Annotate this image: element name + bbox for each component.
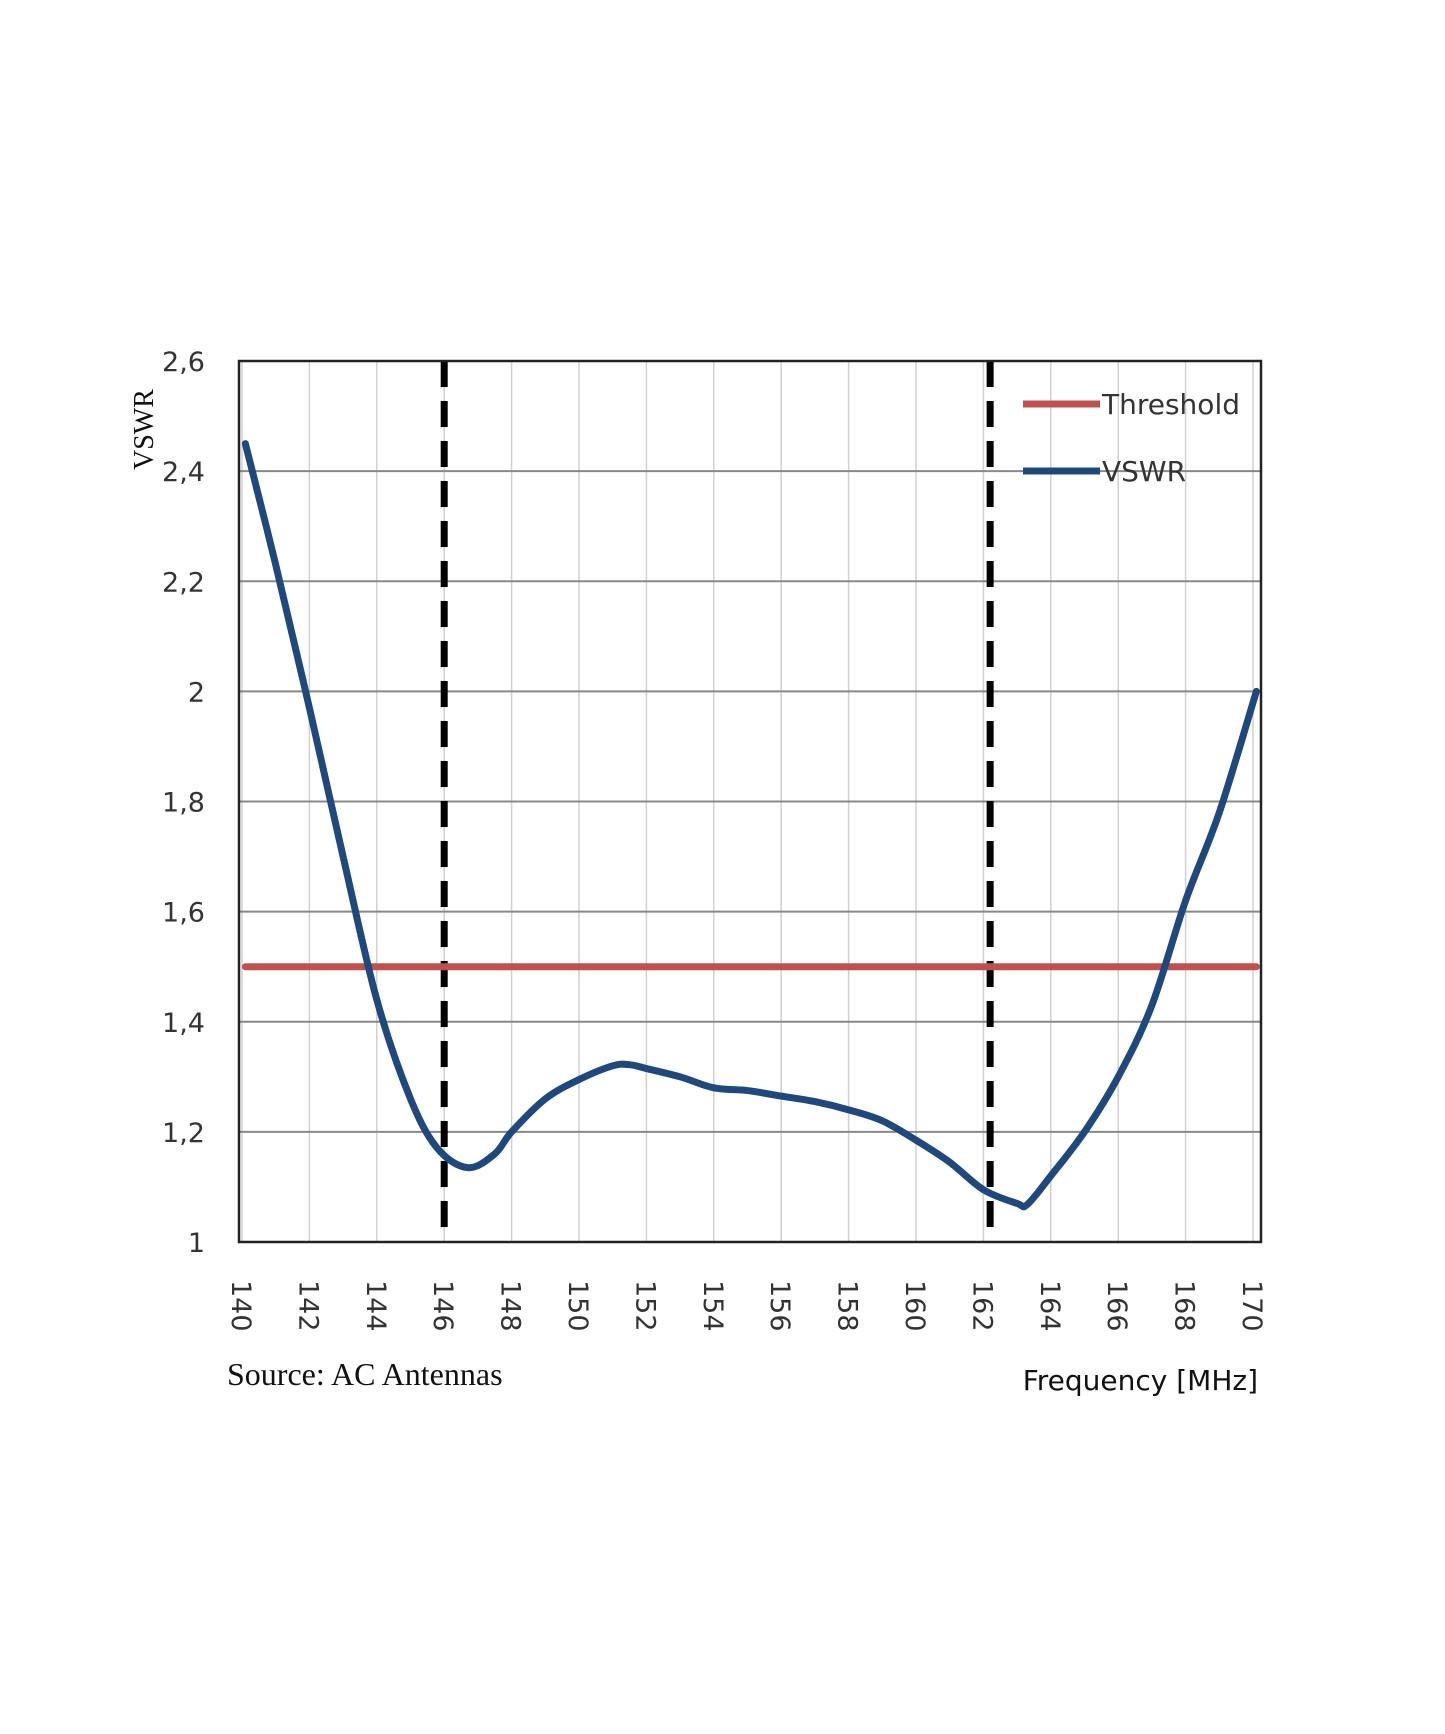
x-tick-label: 170	[1236, 1280, 1267, 1332]
x-tick-label: 166	[1101, 1280, 1132, 1332]
x-tick-label: 164	[1034, 1280, 1065, 1332]
x-tick-label: 150	[562, 1280, 593, 1332]
x-tick-label: 156	[764, 1280, 795, 1332]
x-tick-label: 168	[1169, 1280, 1200, 1332]
series-line-vswr	[241, 440, 1260, 1211]
x-tick-label: 158	[832, 1280, 863, 1332]
legend: Threshold VSWR	[1023, 388, 1240, 488]
grid	[239, 360, 1261, 1243]
x-tick-label: 144	[360, 1280, 391, 1332]
y-tick-label: 2	[188, 677, 205, 708]
x-axis-ticks: 140 142 144 146 148 150 152 154 156 158 160 162 164 1…	[225, 1280, 1267, 1332]
legend-label-vswr: VSWR	[1102, 455, 1186, 488]
y-tick-label: 2,6	[162, 347, 205, 378]
legend-label-threshold: Threshold	[1101, 388, 1240, 421]
x-tick-label: 152	[629, 1280, 660, 1332]
x-tick-label: 162	[966, 1280, 997, 1332]
y-tick-label: 2,2	[162, 567, 205, 598]
y-tick-label: 2,4	[162, 457, 205, 488]
y-tick-label: 1,4	[162, 1008, 205, 1039]
band-markers	[440, 361, 994, 1242]
plot-frame	[237, 359, 1263, 1244]
x-tick-label: 160	[899, 1280, 930, 1332]
source-note: Source: AC Antennas	[227, 1356, 503, 1392]
x-tick-label: 142	[292, 1280, 323, 1332]
y-tick-label: 1,6	[162, 898, 205, 929]
y-axis-ticks: 1 1,2 1,4 1,6 1,8 2 2,2 2,4 2,6	[162, 347, 205, 1259]
y-tick-label: 1	[188, 1228, 205, 1259]
x-tick-label: 148	[495, 1280, 526, 1332]
y-axis-label: VSWR	[129, 389, 160, 470]
y-tick-label: 1,2	[162, 1118, 205, 1149]
y-tick-label: 1,8	[162, 788, 205, 819]
x-tick-label: 146	[427, 1280, 458, 1332]
x-tick-label: 140	[225, 1280, 256, 1332]
x-axis-label: Frequency [MHz]	[1023, 1364, 1258, 1397]
series	[241, 440, 1260, 1211]
x-tick-label: 154	[697, 1280, 728, 1332]
